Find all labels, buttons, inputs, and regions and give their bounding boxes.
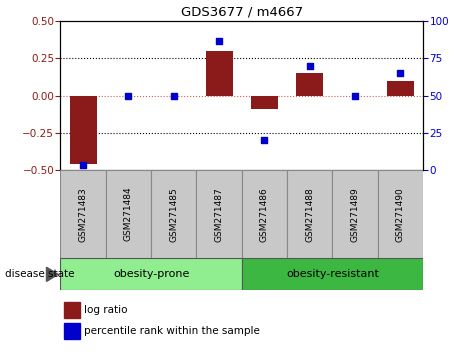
Point (306, 63, 313, 69)
Bar (196, 170, 242, 258)
Bar (242, 258, 423, 290)
Point (215, 38, 223, 44)
Bar (206, 51, 233, 96)
Bar (378, 170, 423, 258)
Point (261, 137, 268, 143)
Point (397, 70, 404, 76)
Bar (60, 170, 106, 258)
Bar (296, 73, 324, 96)
Text: GSM271488: GSM271488 (306, 187, 314, 241)
Text: GSM271489: GSM271489 (351, 187, 359, 241)
Bar (70, 96, 97, 164)
Bar (332, 170, 378, 258)
Point (352, 93, 359, 98)
Title: GDS3677 / m4667: GDS3677 / m4667 (181, 6, 303, 19)
Text: percentile rank within the sample: percentile rank within the sample (84, 326, 259, 336)
Point (80, 162, 87, 168)
Bar (106, 170, 151, 258)
Text: GSM271483: GSM271483 (79, 187, 87, 241)
Bar (287, 170, 332, 258)
Bar (64, 302, 80, 318)
Text: GSM271486: GSM271486 (260, 187, 269, 241)
Text: obesity-resistant: obesity-resistant (286, 269, 379, 279)
Bar (64, 323, 80, 339)
Point (125, 93, 132, 98)
Text: disease state: disease state (5, 269, 74, 279)
Bar (251, 96, 278, 109)
Text: GSM271484: GSM271484 (124, 187, 133, 241)
Text: GSM271490: GSM271490 (396, 187, 405, 241)
Bar (387, 81, 414, 96)
Bar (242, 170, 287, 258)
Bar (151, 170, 197, 258)
Text: GSM271485: GSM271485 (169, 187, 178, 241)
Text: GSM271487: GSM271487 (215, 187, 224, 241)
Bar (60, 258, 242, 290)
Text: obesity-prone: obesity-prone (113, 269, 189, 279)
Text: log ratio: log ratio (84, 305, 127, 315)
Point (170, 93, 178, 98)
